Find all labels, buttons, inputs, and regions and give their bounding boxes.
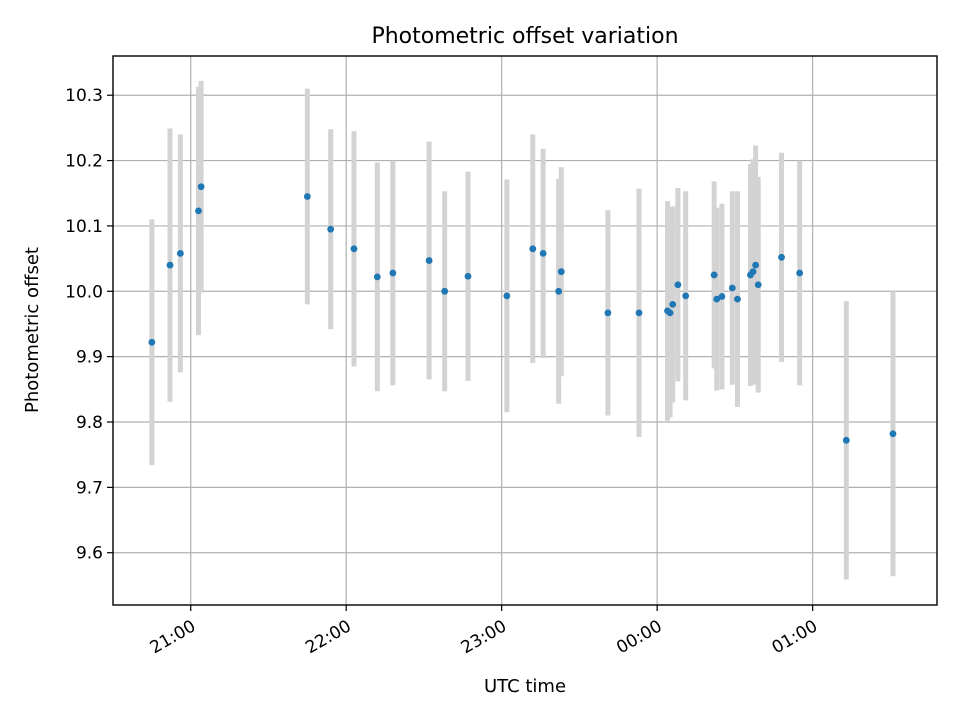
data-point (718, 293, 726, 300)
data-point (604, 309, 612, 317)
data-point (666, 309, 674, 317)
data-point (197, 183, 205, 191)
data-point (557, 268, 565, 276)
data-point (441, 287, 449, 295)
y-axis-label: Photometric offset (22, 247, 43, 413)
data-point (350, 245, 358, 253)
data-point (539, 249, 547, 257)
y-tick-label: 9.8 (76, 413, 103, 433)
chart-title: Photometric offset variation (371, 24, 678, 49)
y-tick-label: 9.7 (76, 478, 103, 498)
data-point (674, 281, 682, 289)
data-point (464, 272, 472, 280)
plot-frame (112, 55, 938, 606)
y-tick-label: 9.9 (76, 348, 103, 368)
y-tick-label: 10.1 (65, 217, 103, 237)
data-point (752, 261, 760, 269)
data-point (389, 269, 397, 277)
data-point (303, 193, 311, 200)
data-point (195, 207, 202, 215)
data-point (889, 430, 897, 438)
data-point (734, 295, 741, 303)
data-point (503, 292, 511, 300)
data-point (425, 257, 433, 264)
data-point (713, 295, 721, 303)
x-axis-label: UTC time (484, 676, 566, 697)
data-point (555, 287, 563, 295)
data-points (148, 183, 897, 444)
data-point (749, 268, 757, 276)
data-point (176, 249, 184, 257)
y-tick-label: 10.3 (65, 86, 103, 106)
data-point (529, 245, 537, 253)
data-point (842, 436, 850, 444)
data-point (796, 269, 804, 277)
y-tick-label: 10.0 (65, 282, 103, 302)
data-point (635, 309, 643, 317)
data-point (373, 273, 381, 281)
data-point (754, 281, 762, 289)
data-point (710, 271, 718, 279)
data-point (669, 300, 677, 308)
data-point (327, 225, 335, 233)
y-tick-label: 9.6 (76, 544, 103, 564)
data-point (728, 284, 736, 292)
data-point (778, 253, 785, 261)
data-point (148, 338, 156, 346)
y-tick-label: 10.2 (65, 152, 103, 172)
data-point (166, 261, 174, 269)
data-point (682, 292, 690, 300)
